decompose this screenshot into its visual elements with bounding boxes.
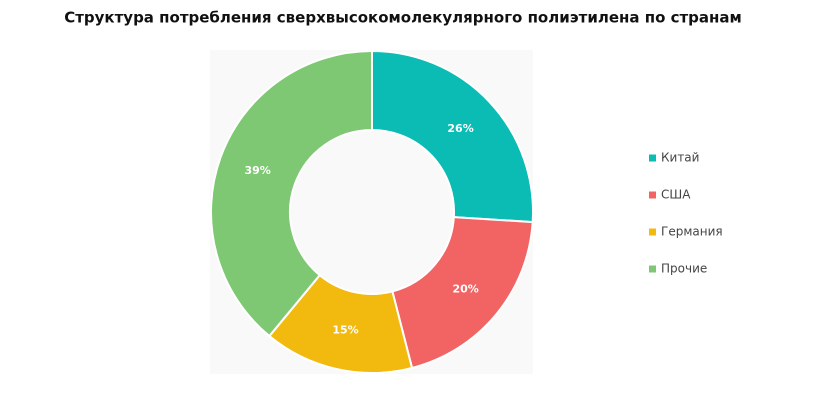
legend-label: США bbox=[661, 188, 691, 202]
slice bbox=[210, 49, 373, 338]
legend-label: Китай bbox=[661, 151, 699, 165]
legend-label: Прочие bbox=[661, 262, 707, 276]
legend-swatch bbox=[649, 265, 656, 273]
value-label: 15% bbox=[332, 324, 358, 337]
slice bbox=[371, 49, 534, 224]
value-label: 20% bbox=[452, 282, 478, 295]
legend-swatch bbox=[649, 191, 656, 199]
legend-label: Германия bbox=[661, 225, 723, 239]
legend-swatch bbox=[649, 228, 656, 236]
legend-swatch bbox=[649, 154, 656, 162]
value-label: 39% bbox=[245, 164, 271, 177]
slice bbox=[391, 216, 534, 370]
chart-title: Структура потребления сверхвысокомолекул… bbox=[64, 9, 742, 27]
value-label: 26% bbox=[447, 122, 473, 135]
